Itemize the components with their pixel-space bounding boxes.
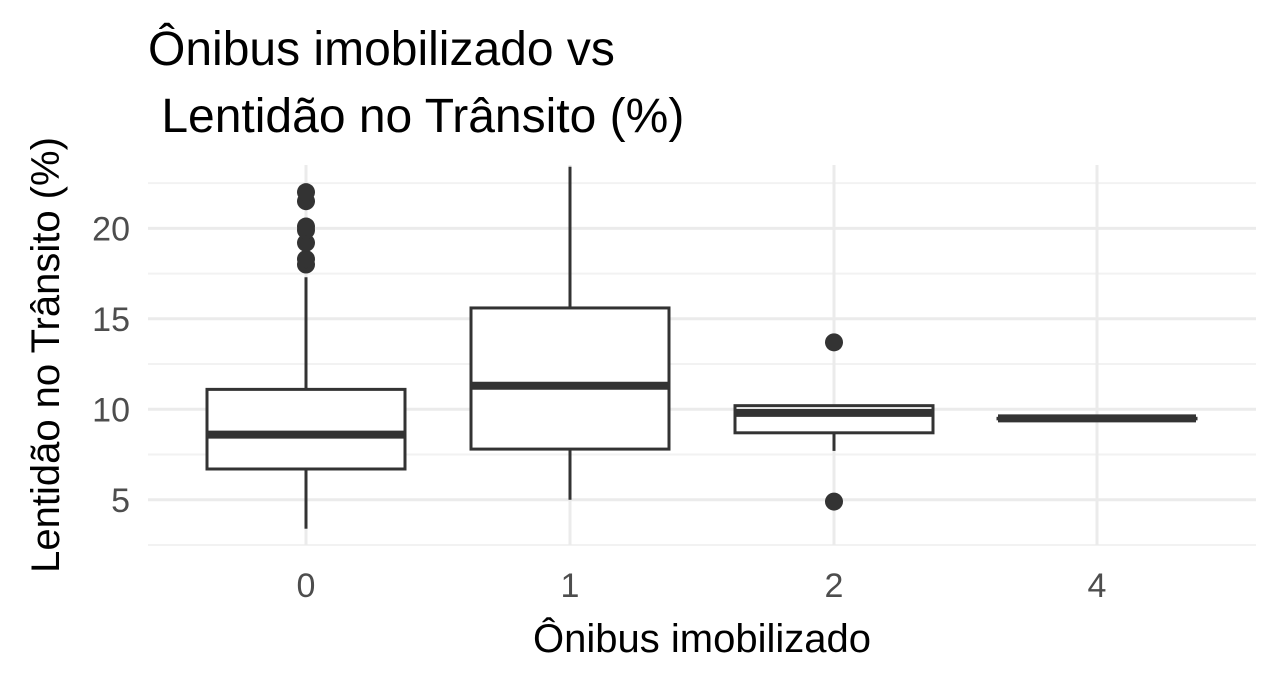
x-tick-label: 2 (825, 567, 844, 605)
x-tick-label: 4 (1088, 567, 1107, 605)
chart-title-line-2: Lentidão no Trânsito (%) (148, 90, 684, 143)
y-tick-label: 15 (92, 301, 130, 339)
y-tick-labels: 5 10 15 20 (92, 210, 130, 519)
chart-title-line-1: Ônibus imobilizado vs (148, 22, 615, 76)
y-tick-label: 10 (92, 391, 130, 429)
box-2 (733, 333, 935, 511)
outlier-point (825, 333, 843, 352)
outlier-point (297, 250, 315, 269)
outlier-point (825, 492, 843, 511)
outlier-point (297, 217, 315, 236)
x-tick-label: 0 (297, 567, 316, 605)
x-axis-title: Ônibus imobilizado (533, 616, 871, 661)
box-0 (205, 183, 407, 529)
x-tick-labels: 0 1 2 4 (297, 567, 1107, 605)
x-tick-label: 1 (561, 567, 580, 605)
box-4 (996, 414, 1198, 423)
grid-lines (148, 165, 1256, 546)
box-series (205, 166, 1198, 529)
y-tick-label: 20 (92, 210, 130, 248)
box-iqr (469, 306, 671, 451)
y-axis-title: Lentidão no Trânsito (%) (24, 137, 68, 573)
box-iqr (205, 387, 407, 471)
box-1 (469, 166, 671, 500)
outlier-point (297, 183, 315, 202)
outlier-point (297, 233, 315, 252)
y-tick-label: 5 (111, 482, 130, 520)
